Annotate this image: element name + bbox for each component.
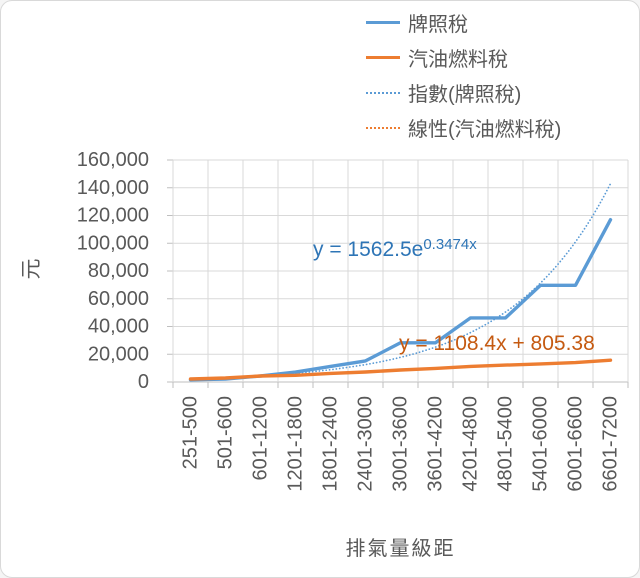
x-tick-label: 251-500 bbox=[180, 396, 202, 469]
legend-label: 牌照稅 bbox=[408, 14, 468, 36]
x-tick-label: 3601-4200 bbox=[425, 396, 447, 492]
legend-item-license-tax: 牌照稅 bbox=[366, 5, 561, 40]
legend-label: 線性(汽油燃料稅) bbox=[408, 119, 562, 141]
y-tick-label: 20,000 bbox=[88, 343, 149, 365]
y-tick-label: 160,000 bbox=[77, 149, 149, 171]
x-tick-label: 6001-6600 bbox=[565, 396, 587, 492]
x-tick-label: 1801-2400 bbox=[320, 396, 342, 492]
linear-equation-text: y = 1108.4x + 805.38 bbox=[399, 332, 595, 355]
legend-marker-solid-line-icon bbox=[366, 56, 400, 59]
y-axis-title: 元 bbox=[20, 258, 43, 280]
y-tick-label: 60,000 bbox=[88, 288, 149, 310]
linear-equation: y = 1108.4x + 805.38 bbox=[399, 332, 595, 356]
exp-trendline-line bbox=[189, 182, 612, 380]
y-tick-label: 0 bbox=[138, 371, 149, 393]
x-tick-label: 5401-6000 bbox=[530, 396, 552, 492]
x-axis-title: 排氣量級距 bbox=[345, 538, 456, 560]
y-tick-label: 120,000 bbox=[77, 205, 149, 227]
legend-item-exp-trendline: 指數(牌照稅) bbox=[366, 75, 561, 110]
chart-legend: 牌照稅 汽油燃料稅 指數(牌照稅) 線性(汽油燃料稅) bbox=[366, 5, 561, 145]
x-tick-label: 1201-1800 bbox=[285, 396, 307, 492]
x-tick-label: 6601-7200 bbox=[600, 396, 622, 492]
y-tick-label: 80,000 bbox=[88, 260, 149, 282]
x-tick-label: 601-1200 bbox=[250, 396, 272, 481]
y-tick-label: 40,000 bbox=[88, 316, 149, 338]
x-tick-label: 501-600 bbox=[215, 396, 237, 469]
legend-item-fuel-tax: 汽油燃料稅 bbox=[366, 40, 561, 75]
legend-marker-solid-line-icon bbox=[366, 21, 400, 24]
legend-marker-dotted-line-icon bbox=[366, 126, 400, 129]
x-tick-label: 2401-3000 bbox=[355, 396, 377, 492]
exp-equation-text: y = 1562.5e bbox=[313, 238, 424, 261]
y-tick-label: 100,000 bbox=[77, 232, 149, 254]
legend-item-linear-trendline: 線性(汽油燃料稅) bbox=[366, 110, 561, 145]
legend-label: 指數(牌照稅) bbox=[408, 84, 522, 106]
x-tick-label: 3001-3600 bbox=[390, 396, 412, 492]
y-tick-label: 140,000 bbox=[77, 177, 149, 199]
x-tick-label: 4201-4800 bbox=[460, 396, 482, 492]
legend-label: 汽油燃料稅 bbox=[408, 49, 508, 71]
exp-equation-exponent: 0.3474x bbox=[423, 236, 477, 253]
x-tick-label: 4801-5400 bbox=[495, 396, 517, 492]
exp-equation: y = 1562.5e0.3474x bbox=[313, 236, 477, 262]
fuel-tax-line bbox=[188, 358, 613, 381]
legend-marker-dotted-line-icon bbox=[366, 91, 400, 94]
